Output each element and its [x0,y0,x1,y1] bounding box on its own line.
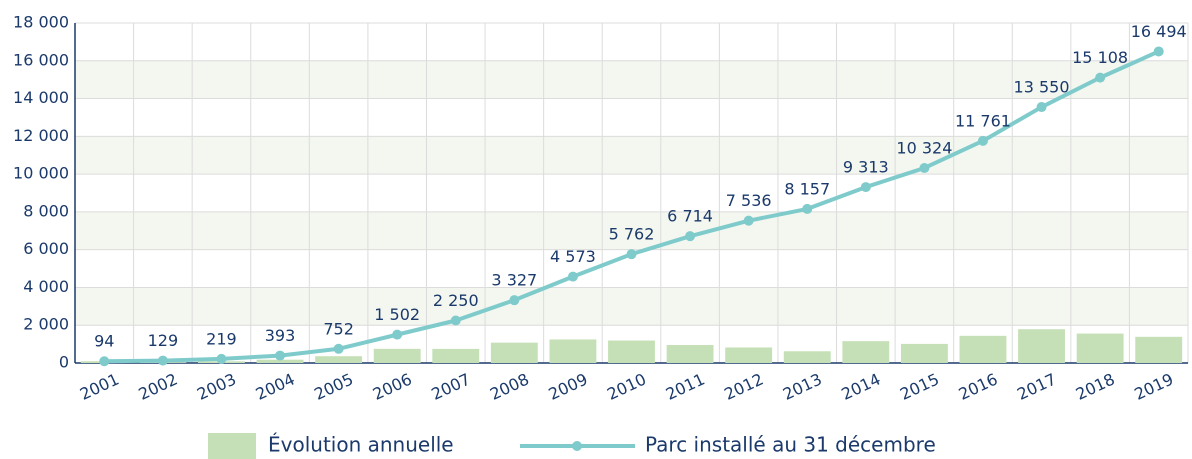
line-point [802,203,813,214]
line-point [977,135,988,146]
bar [959,335,1007,363]
data-label: 5 762 [609,225,655,244]
line-point [743,215,754,226]
data-label: 2 250 [433,291,479,310]
bar [490,342,538,363]
line-point [333,343,344,354]
x-tick-label: 2015 [897,369,942,403]
legend-label: Parc installé au 31 décembre [645,433,936,457]
y-tick-label: 14 000 [13,88,69,107]
x-tick-label: 2007 [428,369,473,403]
data-label: 129 [148,331,179,350]
bar [666,345,714,363]
line-point [392,329,403,340]
x-tick-label: 2009 [546,369,591,403]
data-label: 393 [265,326,296,345]
data-label: 3 327 [491,271,537,290]
line-point [157,355,168,366]
line-point [626,249,637,260]
bar [842,341,890,363]
bar [315,356,363,363]
line-point [99,356,110,367]
line-point [450,315,461,326]
x-tick-label: 2012 [721,369,766,403]
bar [783,351,831,363]
x-tick-label: 2005 [311,369,356,403]
y-tick-label: 12 000 [13,126,69,145]
x-tick-label: 2018 [1073,369,1118,403]
data-label: 752 [323,319,354,338]
legend-swatch [208,433,256,459]
line-point [860,182,871,193]
x-tick-label: 2001 [77,369,122,403]
x-tick-label: 2006 [370,369,415,403]
x-tick-label: 2013 [780,369,825,403]
bar [1135,336,1183,363]
x-tick-label: 2019 [1131,369,1176,403]
bar [373,348,421,363]
bar [1018,329,1065,363]
data-label: 11 761 [955,111,1011,130]
line-point [509,295,520,306]
bar [1076,333,1124,363]
y-tick-label: 10 000 [13,164,69,183]
data-label: 13 550 [1014,78,1070,97]
x-tick-label: 2016 [956,369,1001,403]
bar [549,339,597,363]
x-tick-label: 2017 [1014,369,1059,403]
data-label: 1 502 [374,305,420,324]
x-tick-label: 2003 [194,369,239,403]
x-tick-label: 2002 [136,369,181,403]
line-point [1036,102,1047,113]
y-tick-label: 8 000 [23,201,69,220]
bar [900,343,948,363]
grid-band [75,136,1188,175]
data-label: 8 157 [784,179,830,198]
y-tick-label: 0 [59,353,69,372]
legend-label: Évolution annuelle [268,433,454,457]
line-point [1153,46,1164,57]
data-label: 15 108 [1072,48,1128,67]
y-tick-label: 16 000 [13,50,69,69]
line-point [216,353,227,364]
data-label: 16 494 [1131,22,1187,41]
data-label: 4 573 [550,247,596,266]
line-point [567,271,578,282]
data-label: 219 [206,329,237,348]
data-label: 94 [94,332,114,351]
y-tick-label: 18 000 [13,13,69,32]
line-point [685,231,696,242]
bar [256,359,304,363]
y-tick-label: 2 000 [23,315,69,334]
line-point [919,162,930,173]
legend-swatch-point [572,441,582,451]
data-label: 6 714 [667,207,713,226]
data-label: 9 313 [843,158,889,177]
grid-band [75,287,1188,326]
bar [432,348,480,363]
x-tick-label: 2008 [487,369,532,403]
bar [608,340,655,363]
data-label: 7 536 [726,191,772,210]
grid-band [75,60,1188,99]
y-tick-label: 4 000 [23,277,69,296]
x-tick-label: 2014 [838,369,883,403]
line-point [275,350,286,361]
x-tick-label: 2011 [663,369,708,403]
x-tick-label: 2010 [604,369,649,403]
bar [725,347,773,363]
grid-band [75,211,1188,250]
data-label: 10 324 [896,138,952,157]
y-tick-label: 6 000 [23,239,69,258]
line-point [1095,72,1106,83]
x-tick-label: 2004 [253,369,298,403]
